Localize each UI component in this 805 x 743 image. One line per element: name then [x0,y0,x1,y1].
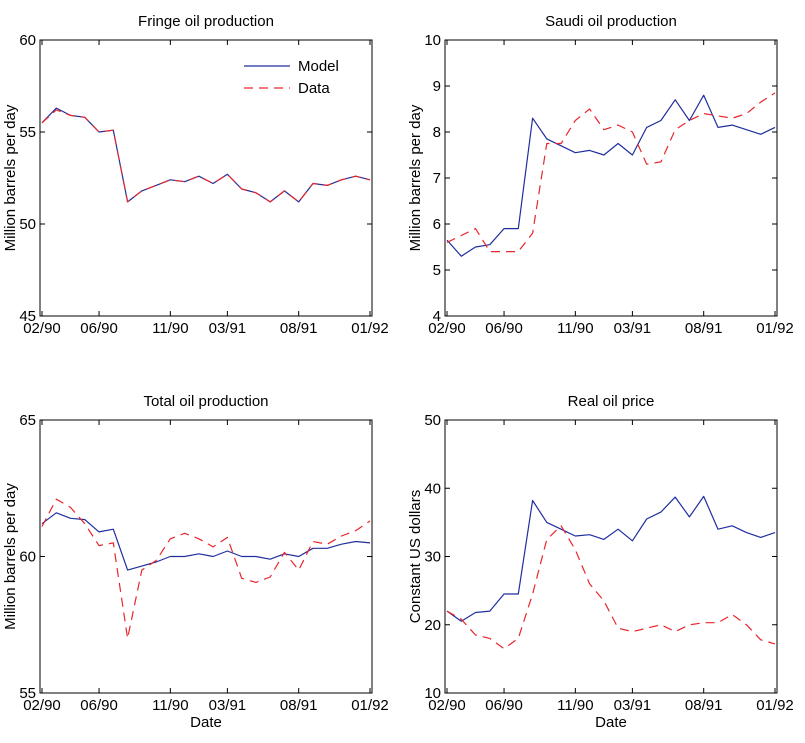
chart-title: Real oil price [568,393,655,410]
y-tick-label: 8 [433,124,441,141]
y-tick-label: 40 [424,480,441,497]
panel-price: Real oil price 10 20 30 40 50 02/90 06/90 11/90 0… [407,393,794,731]
plot-frame [444,419,778,694]
y-tick-label: 55 [19,685,36,702]
series-line-data [41,498,371,640]
y-tick-label: 5 [433,262,441,279]
x-tick-label: 11/90 [557,320,593,337]
panel-total: Total oil production 55 60 65 02/90 06/90 11/9… [2,393,389,731]
plot-frame [444,39,778,317]
x-tick-label: 08/91 [685,320,723,337]
x-tick-label: 06/90 [80,320,118,337]
series-line-data [446,525,776,650]
x-tick-label: 11/90 [152,320,188,337]
x-tick-label: 03/91 [614,320,652,337]
x-tick-label: 08/91 [280,320,318,337]
x-tick-label: 02/90 [23,320,61,337]
series-line-model [446,94,776,257]
series-line-model [41,107,371,203]
y-tick-label: 6 [433,216,441,233]
y-tick-label: 20 [424,617,441,634]
x-tick-label: 01/92 [351,697,389,714]
y-tick-label: 4 [433,308,441,325]
chart-title: Saudi oil production [545,13,677,30]
chart-title: Total oil production [143,393,268,410]
legend-label-model: Model [298,58,339,75]
y-tick-label: 10 [424,685,441,702]
x-tick-label: 03/91 [209,697,247,714]
y-tick-label: 50 [424,412,441,429]
panel-fringe: Fringe oil production 45 50 55 60 02/90 06/90 1… [2,13,389,337]
y-tick-label: 60 [19,549,36,566]
y-tick-label: 55 [19,124,36,141]
y-tick-label: 45 [19,308,36,325]
y-tick-label: 30 [424,549,441,566]
x-tick-label: 02/90 [23,697,61,714]
x-axis-label: Date [595,714,627,731]
y-axis-label: Million barrels per day [2,104,19,251]
x-tick-label: 06/90 [485,697,523,714]
x-tick-label: 02/90 [428,697,466,714]
series-line-data [446,92,776,253]
y-tick-label: 9 [433,78,441,95]
legend: Model Data [244,58,339,97]
x-tick-label: 08/91 [685,697,723,714]
series-line-model [41,512,371,571]
x-tick-label: 11/90 [557,697,593,714]
x-tick-label: 08/91 [280,697,318,714]
panel-saudi: Saudi oil production 4 5 6 7 8 9 10 02/90 06/90 11… [407,13,794,337]
legend-label-data: Data [298,80,330,97]
x-tick-label: 06/90 [80,697,118,714]
y-axis-label: Million barrels per day [407,104,424,251]
chart-title: Fringe oil production [138,13,274,30]
x-tick-label: 02/90 [428,320,466,337]
plot-frame [39,39,373,317]
series-line-data [41,109,371,203]
x-tick-label: 03/91 [209,320,247,337]
y-axis-label: Million barrels per day [2,483,19,630]
x-tick-label: 11/90 [152,697,188,714]
x-tick-label: 03/91 [614,697,652,714]
y-tick-label: 65 [19,412,36,429]
y-tick-label: 7 [433,170,441,187]
x-tick-label: 01/92 [756,697,794,714]
series-line-model [446,495,776,622]
y-tick-label: 50 [19,216,36,233]
plot-frame [39,419,373,694]
x-axis-label: Date [190,714,222,731]
x-tick-label: 01/92 [351,320,389,337]
y-axis-label: Constant US dollars [407,490,424,623]
x-tick-label: 06/90 [485,320,523,337]
y-tick-label: 60 [19,32,36,49]
y-tick-label: 10 [424,32,441,49]
x-tick-label: 01/92 [756,320,794,337]
